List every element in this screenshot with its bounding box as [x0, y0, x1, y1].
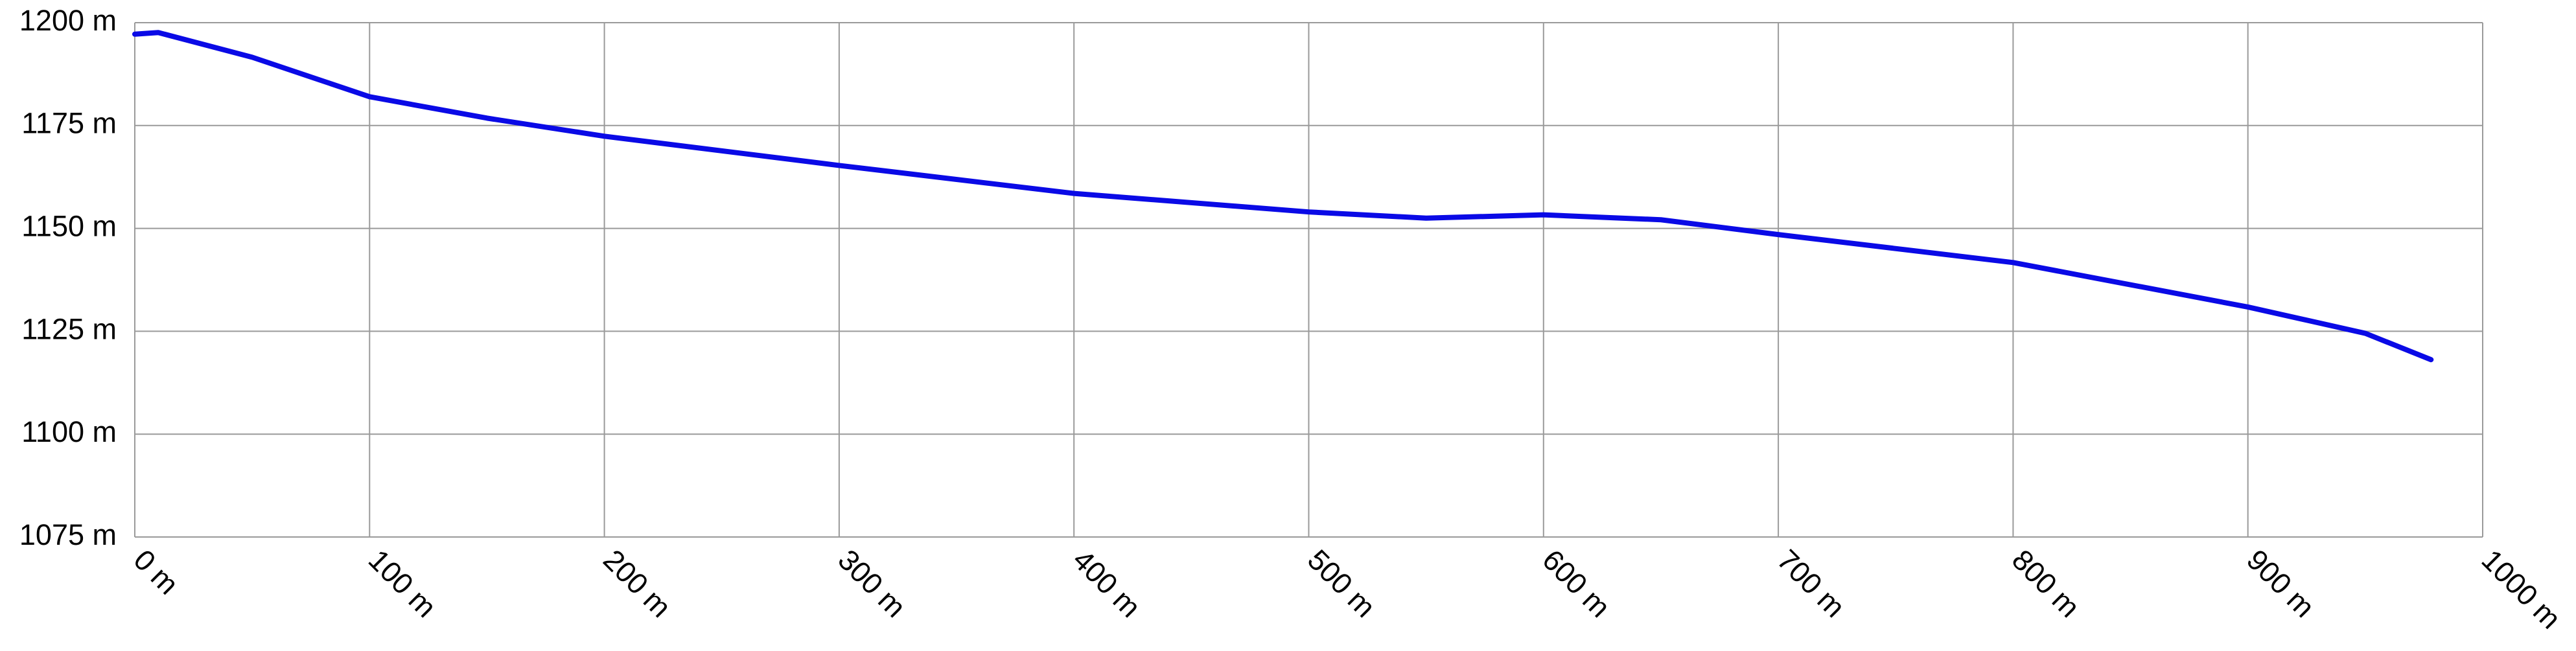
y-tick-label: 1125 m: [21, 312, 117, 345]
x-tick-label: 700 m: [1771, 543, 1852, 624]
x-tick-label: 300 m: [831, 543, 912, 624]
x-tick-label: 100 m: [362, 543, 443, 624]
x-tick-label: 800 m: [2006, 543, 2087, 624]
x-tick-label: 200 m: [597, 543, 678, 624]
elevation-line: [132, 30, 2434, 363]
x-tick-label: 400 m: [1067, 543, 1148, 624]
y-tick-label: 1175 m: [21, 107, 117, 140]
x-tick-label: 0 m: [128, 543, 185, 600]
y-tick-label: 1075 m: [19, 518, 117, 551]
x-tick-label: 600 m: [1536, 543, 1617, 624]
y-tick-label: 1150 m: [21, 209, 117, 242]
x-tick-label: 900 m: [2240, 543, 2321, 624]
x-tick-label: 1000 m: [2476, 543, 2568, 635]
x-tick-label: 500 m: [1301, 543, 1382, 624]
y-tick-label: 1100 m: [21, 415, 117, 448]
y-tick-label: 1200 m: [19, 4, 117, 37]
